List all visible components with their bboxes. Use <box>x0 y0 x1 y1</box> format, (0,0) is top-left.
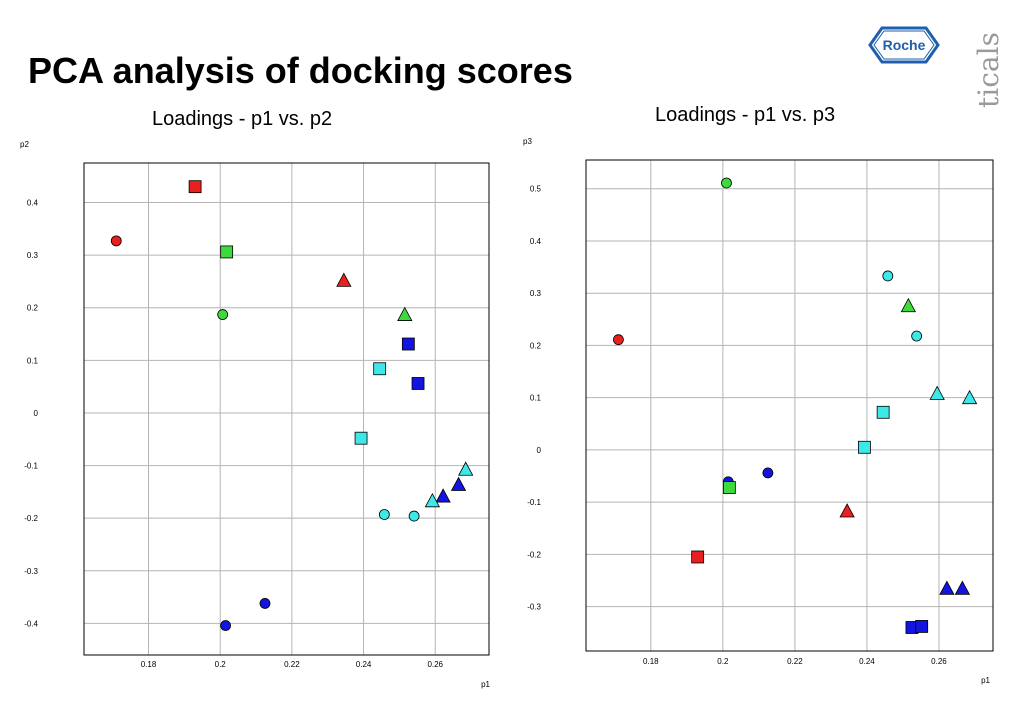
data-point-circle <box>259 598 271 609</box>
y-tick-label: 0.1 <box>27 356 39 365</box>
y-axis-label: p3 <box>523 137 532 146</box>
data-point-triangle <box>929 385 945 400</box>
data-point-square <box>220 245 234 259</box>
y-tick-label: 0.2 <box>27 304 39 313</box>
data-point-square <box>915 620 929 633</box>
x-tick-label: 0.18 <box>643 657 659 666</box>
chart-title-right: Loadings - p1 vs. p3 <box>655 104 836 126</box>
page-title: PCA analysis of docking scores <box>28 50 573 91</box>
y-tick-label: 0.4 <box>27 198 39 207</box>
data-point-circle <box>378 509 390 520</box>
data-point-circle <box>721 177 732 189</box>
x-axis-label: p1 <box>481 680 490 689</box>
chart-right: 0.18 0.2 0.22 0.24 0.26 0.5 0.4 0.3 0.2 0.1 0 -0.1 -… <box>523 137 994 685</box>
data-point-square <box>858 440 871 454</box>
data-point-triangle <box>450 476 467 491</box>
x-axis-label: p1 <box>981 676 990 685</box>
data-point-square <box>876 405 890 419</box>
data-point-square <box>354 431 368 445</box>
data-point-triangle <box>458 461 474 476</box>
data-point-circle <box>882 270 894 282</box>
chart-title-left: Loadings - p1 vs. p2 <box>152 108 333 130</box>
y-tick-label: -0.2 <box>527 550 541 559</box>
data-point-square <box>691 550 705 564</box>
data-point-circle <box>110 235 122 247</box>
data-point-circle <box>408 510 420 522</box>
x-tick-label: 0.24 <box>356 660 372 669</box>
x-tick-label: 0.2 <box>215 660 227 669</box>
roche-logo: Roche <box>868 26 940 64</box>
y-tick-label: 0 <box>537 446 542 455</box>
data-point-square <box>411 377 425 390</box>
y-tick-label: -0.3 <box>527 603 541 612</box>
y-tick-label: 0.3 <box>530 289 542 298</box>
y-axis-label: p2 <box>20 140 29 149</box>
x-tick-label: 0.24 <box>859 657 875 666</box>
data-point-triangle <box>336 272 352 287</box>
data-point-triangle <box>900 297 917 313</box>
y-tick-label: -0.1 <box>24 462 38 471</box>
data-point-circle <box>220 620 231 631</box>
y-tick-label: -0.2 <box>24 514 38 523</box>
data-point-triangle <box>397 306 413 321</box>
data-point-triangle <box>424 492 441 508</box>
y-tick-label: 0.1 <box>530 394 542 403</box>
roche-logo-text: Roche <box>883 37 926 53</box>
data-point-triangle <box>839 503 855 518</box>
x-tick-label: 0.2 <box>717 657 729 666</box>
x-tick-label: 0.22 <box>787 657 803 666</box>
data-point-triangle <box>435 488 451 503</box>
plot-frame <box>585 159 994 652</box>
y-tick-label: 0.3 <box>27 251 39 260</box>
x-tick-label: 0.22 <box>284 660 300 669</box>
y-tick-label: 0.2 <box>530 341 542 350</box>
plot-frame <box>83 162 490 656</box>
y-tick-label: -0.4 <box>24 619 38 628</box>
y-tick-label: 0.4 <box>530 237 542 246</box>
data-point-triangle <box>939 580 955 595</box>
data-point-square <box>722 481 736 494</box>
data-point-circle <box>762 467 774 479</box>
data-point-triangle <box>954 580 971 595</box>
x-tick-label: 0.18 <box>141 660 157 669</box>
x-tick-label: 0.26 <box>931 657 947 666</box>
y-tick-label: -0.3 <box>24 567 38 576</box>
data-point-triangle <box>961 389 978 405</box>
data-point-circle <box>217 309 229 320</box>
data-point-circle <box>911 330 923 342</box>
y-tick-label: 0.5 <box>530 185 542 194</box>
data-point-square <box>401 337 415 351</box>
data-point-square <box>188 180 202 194</box>
y-tick-label: 0 <box>34 409 39 418</box>
data-point-square <box>373 362 387 376</box>
x-tick-label: 0.26 <box>427 660 443 669</box>
data-point-circle <box>613 334 624 346</box>
y-tick-label: -0.1 <box>527 498 541 507</box>
chart-left: 0.18 0.2 0.22 0.24 0.26 0.4 0.3 0.2 0.1 0 -0.1 -0.2… <box>20 140 491 689</box>
